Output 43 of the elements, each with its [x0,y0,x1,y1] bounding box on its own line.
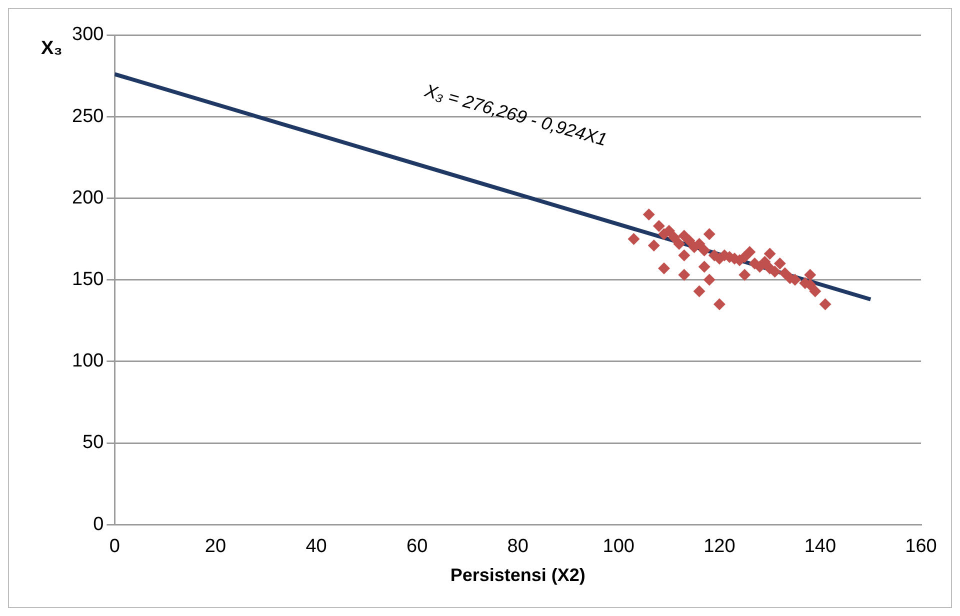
point [668,231,680,244]
x-tick-label: 160 [905,536,937,558]
point [758,256,771,268]
x-tick-label: 140 [804,536,836,558]
y-tick-label: 50 [82,432,104,454]
point [652,220,665,232]
point [713,298,726,310]
x-tick-label: 100 [602,536,634,558]
x-tick-label: 120 [704,536,736,558]
point [678,268,690,281]
point [703,228,716,240]
x-tick-label: 40 [306,536,327,558]
point [744,246,756,258]
y-tick-label: 200 [72,187,104,208]
y-axis-title: X₃ [41,38,62,60]
annotation: X₃ = 276,269 - 0,924X1 [422,80,610,150]
point [703,274,716,286]
point [683,234,696,247]
point [673,238,686,250]
point [774,257,786,270]
x-tick-label: 0 [109,536,120,558]
y-tick-label: 300 [72,24,104,46]
point [658,262,670,274]
point [678,249,690,262]
point [648,240,660,252]
point [738,268,751,281]
x-tick-label: 20 [204,536,226,558]
y-tick-label: 150 [72,269,104,290]
y-tick-label: 100 [72,350,104,372]
point [809,285,822,298]
point [642,208,655,221]
x-tick-label: 80 [507,536,528,558]
point [698,244,710,256]
point [804,268,816,281]
x-axis-title: Persistensi (X2) [450,565,586,586]
y-tick-label: 0 [93,514,104,535]
point [698,260,710,273]
point [628,233,640,245]
point [819,298,832,310]
y-tick-label: 250 [72,106,104,127]
point [693,285,706,298]
point [764,248,776,260]
x-tick-label: 60 [406,536,428,558]
